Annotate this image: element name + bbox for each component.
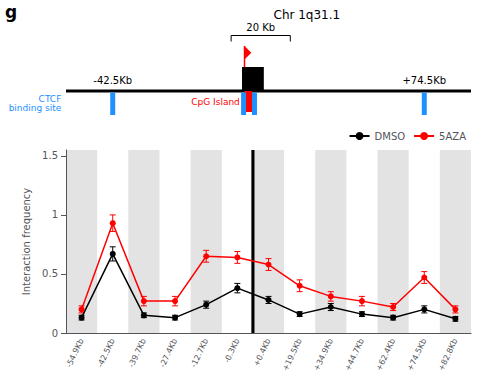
svg-text:-42.5Kb: -42.5Kb [96,337,117,369]
svg-text:Chr 1q31.1: Chr 1q31.1 [274,8,341,22]
svg-text:binding site: binding site [9,103,62,113]
svg-text:+0.4Kb: +0.4Kb [252,337,273,368]
svg-text:0: 0 [52,328,58,339]
svg-text:+44.7Kb: +44.7Kb [343,337,366,372]
svg-text:-54.9Kb: -54.9Kb [64,337,85,369]
svg-text:-12.7Kb: -12.7Kb [189,337,210,369]
svg-text:g: g [5,2,17,22]
svg-text:-0.3Kb: -0.3Kb [222,337,241,364]
svg-text:+62.4Kb: +62.4Kb [374,337,397,372]
svg-text:20 Kb: 20 Kb [246,22,275,33]
svg-text:1: 1 [52,209,58,220]
svg-text:5AZA: 5AZA [439,131,466,142]
svg-text:DMSO: DMSO [375,131,406,142]
svg-text:+82.8Kb: +82.8Kb [437,337,460,372]
svg-text:+34.9Kb: +34.9Kb [312,337,335,372]
svg-text:-27.4Kb: -27.4Kb [158,337,179,369]
svg-text:0.5: 0.5 [42,268,58,279]
svg-text:CpG Island: CpG Island [191,97,240,107]
svg-text:+19.5Kb: +19.5Kb [281,337,304,372]
svg-text:-42.5Kb: -42.5Kb [93,75,132,86]
svg-text:1.5: 1.5 [42,150,58,161]
svg-text:Interaction frequency: Interaction frequency [21,188,32,296]
svg-text:-39.7Kb: -39.7Kb [127,337,148,369]
svg-text:+74.5Kb: +74.5Kb [402,75,446,86]
svg-text:+74.5Kb: +74.5Kb [405,337,428,372]
svg-text:CTCF: CTCF [38,94,62,105]
